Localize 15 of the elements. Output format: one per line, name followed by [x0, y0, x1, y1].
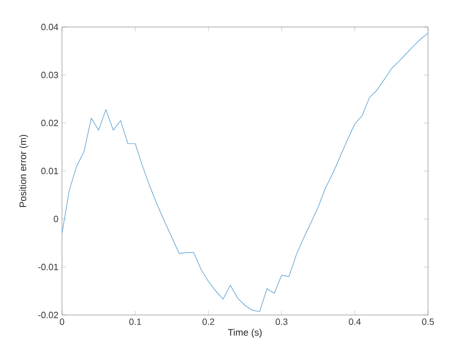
y-tick-label: 0.02: [41, 120, 58, 126]
x-tick-label: 0.2: [202, 318, 214, 325]
y-tick-label: 0.01: [41, 168, 58, 174]
x-axis-title: Time (s): [228, 328, 262, 338]
x-tick-label: 0.3: [276, 318, 288, 325]
x-tick-label: 0: [60, 318, 64, 325]
y-axis-title: Position error (m): [19, 134, 28, 207]
x-tick-label: 0.1: [129, 318, 142, 325]
y-tick-label: 0.04: [41, 24, 58, 30]
y-tick-label: -0.02: [38, 312, 58, 318]
x-tick-label: 0.4: [348, 318, 361, 325]
y-tick-label: -0.01: [38, 264, 58, 270]
y-tick-label: 0: [54, 216, 58, 222]
x-tick-label: 0.5: [422, 318, 434, 325]
y-tick-label: 0.03: [41, 72, 58, 78]
